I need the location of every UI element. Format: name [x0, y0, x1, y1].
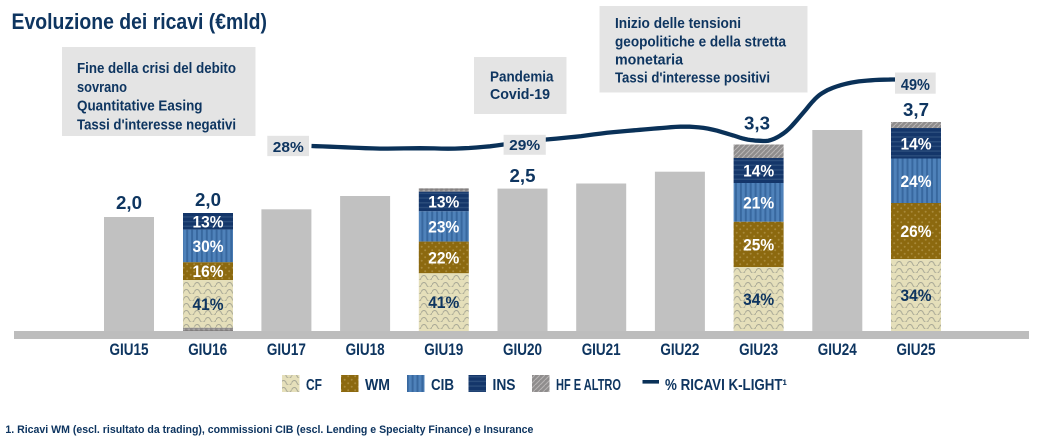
- svg-text:sovrano: sovrano: [77, 79, 127, 96]
- svg-text:monetaria: monetaria: [615, 52, 684, 69]
- svg-text:CF: CF: [306, 377, 322, 394]
- svg-text:Tassi d'interesse negativi: Tassi d'interesse negativi: [77, 116, 236, 133]
- svg-text:14%: 14%: [743, 162, 774, 181]
- svg-text:GIU19: GIU19: [424, 341, 463, 359]
- svg-text:25%: 25%: [743, 236, 774, 255]
- svg-text:Covid-19: Covid-19: [490, 86, 550, 103]
- svg-text:Fine della crisi del debito: Fine della crisi del debito: [77, 60, 236, 77]
- svg-text:Evoluzione dei ricavi (€mld): Evoluzione dei ricavi (€mld): [12, 9, 268, 34]
- svg-text:3,7: 3,7: [903, 100, 929, 120]
- svg-text:3,3: 3,3: [744, 114, 770, 134]
- svg-text:CIB: CIB: [431, 377, 454, 394]
- svg-text:GIU25: GIU25: [897, 341, 936, 359]
- svg-text:Pandemia: Pandemia: [490, 69, 554, 86]
- svg-text:INS: INS: [493, 377, 516, 394]
- svg-text:WM: WM: [365, 377, 390, 394]
- svg-text:GIU23: GIU23: [739, 341, 778, 359]
- svg-text:28%: 28%: [273, 139, 304, 156]
- svg-text:GIU24: GIU24: [818, 341, 858, 359]
- svg-text:14%: 14%: [901, 134, 932, 153]
- svg-text:34%: 34%: [901, 286, 932, 305]
- svg-text:GIU16: GIU16: [188, 341, 227, 359]
- svg-text:GIU17: GIU17: [267, 341, 306, 359]
- svg-text:23%: 23%: [428, 218, 459, 237]
- svg-text:26%: 26%: [901, 222, 932, 241]
- svg-text:GIU15: GIU15: [110, 341, 149, 359]
- svg-text:30%: 30%: [193, 237, 224, 256]
- svg-text:GIU18: GIU18: [346, 341, 385, 359]
- svg-text:geopolitiche e della stretta: geopolitiche e della stretta: [615, 34, 787, 51]
- svg-text:Tassi d'interesse positivi: Tassi d'interesse positivi: [615, 70, 770, 87]
- svg-text:41%: 41%: [193, 295, 224, 314]
- svg-text:21%: 21%: [743, 194, 774, 213]
- svg-text:13%: 13%: [193, 212, 224, 231]
- svg-text:HF E ALTRO: HF E ALTRO: [556, 377, 621, 394]
- svg-text:2,5: 2,5: [510, 166, 536, 186]
- svg-text:GIU20: GIU20: [503, 341, 542, 359]
- svg-text:% RICAVI K-LIGHT¹: % RICAVI K-LIGHT¹: [665, 377, 787, 394]
- svg-text:49%: 49%: [901, 77, 930, 94]
- svg-text:1. Ricavi WM (escl. risultato: 1. Ricavi WM (escl. risultato da trading…: [5, 424, 533, 436]
- svg-text:GIU22: GIU22: [660, 341, 699, 359]
- svg-text:34%: 34%: [743, 290, 774, 309]
- svg-text:GIU21: GIU21: [582, 341, 621, 359]
- svg-text:41%: 41%: [428, 293, 459, 312]
- svg-text:2,0: 2,0: [116, 193, 142, 213]
- svg-text:29%: 29%: [509, 137, 540, 154]
- svg-text:Quantitative Easing: Quantitative Easing: [77, 98, 203, 115]
- svg-text:22%: 22%: [428, 249, 459, 268]
- svg-text:16%: 16%: [193, 262, 224, 281]
- svg-text:Inizio delle tensioni: Inizio delle tensioni: [615, 15, 741, 32]
- svg-text:2,0: 2,0: [195, 190, 221, 210]
- svg-text:24%: 24%: [901, 172, 932, 191]
- svg-text:13%: 13%: [428, 193, 459, 212]
